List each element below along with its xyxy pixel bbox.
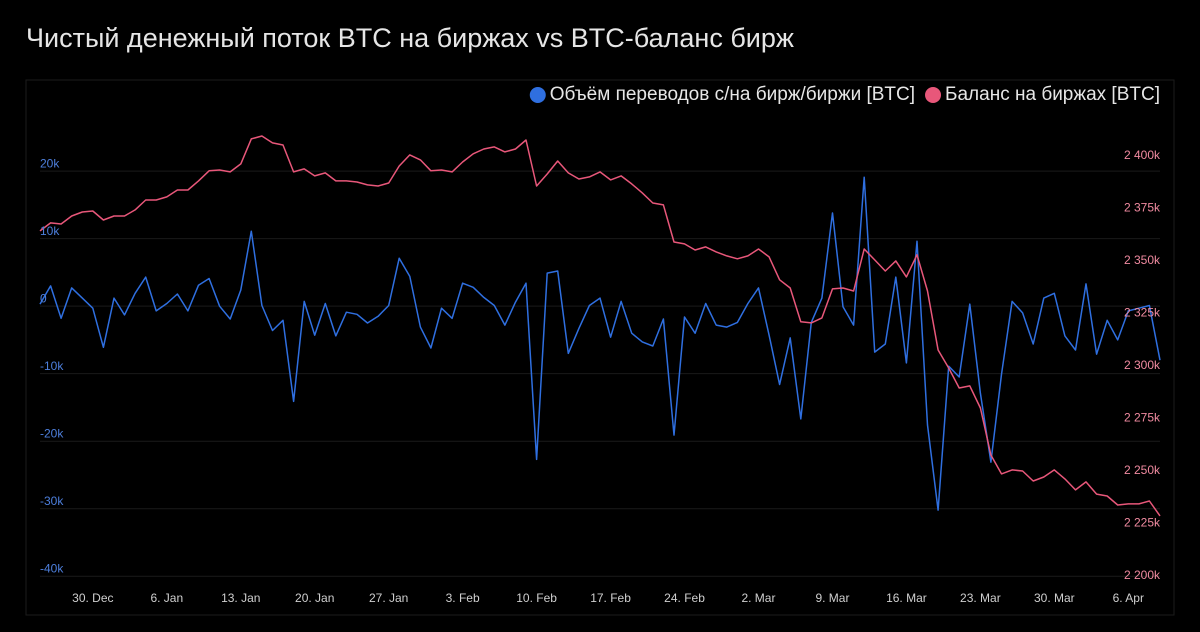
x-tick-label: 27. Jan: [369, 591, 408, 605]
x-tick-label: 30. Dec: [72, 591, 113, 605]
y-tick-label: 0: [40, 291, 47, 305]
legend-marker: [925, 87, 942, 103]
y-tick-label: -20k: [40, 426, 64, 440]
legend-label: Объём переводов с/на бирж/биржи [BTC]: [550, 84, 915, 105]
x-tick-label: 13. Jan: [221, 591, 260, 605]
labels: -40k -30k -20k -10k 0 10k 20k 2 200k 2 225k 2 250…: [40, 148, 1161, 605]
x-tick-label: 6. Apr: [1113, 591, 1144, 605]
y2-tick-label: 2 275k: [1124, 411, 1161, 425]
y2-tick-label: 2 325k: [1124, 306, 1161, 320]
y2-tick-label: 2 400k: [1124, 148, 1161, 162]
x-tick-label: 16. Mar: [886, 591, 927, 605]
lines: [39, 135, 1161, 517]
chart-title: Чистый денежный поток BTC на биржах vs B…: [26, 23, 794, 53]
grid: [40, 155, 1160, 577]
legend-marker: [529, 87, 546, 103]
y2-tick-label: 2 350k: [1124, 253, 1161, 267]
x-tick-label: 23. Mar: [960, 591, 1001, 605]
x-tick-label: 3. Feb: [446, 591, 480, 605]
y2-tick-label: 2 225k: [1124, 516, 1161, 530]
y-tick-label: 10k: [40, 224, 60, 238]
legend: Баланс на биржах [BTC] Объём переводов с/…: [529, 84, 1160, 105]
y2-tick-label: 2 300k: [1124, 358, 1161, 372]
x-tick-label: 6. Jan: [150, 591, 183, 605]
x-tick-label: 10. Feb: [516, 591, 557, 605]
x-tick-label: 24. Feb: [664, 591, 705, 605]
y-tick-label: -30k: [40, 494, 64, 508]
y2-tick-label: 2 375k: [1124, 201, 1161, 215]
legend-label: Баланс на биржах [BTC]: [945, 84, 1160, 105]
x-tick-label: 20. Jan: [295, 591, 334, 605]
series-line: [39, 135, 1161, 517]
x-tick-label: 9. Mar: [815, 591, 849, 605]
y2-tick-label: 2 250k: [1124, 463, 1161, 477]
y-tick-label: 20k: [40, 156, 60, 170]
y-tick-label: -40k: [40, 561, 64, 575]
series-line: [39, 176, 1161, 511]
x-tick-label: 17. Feb: [590, 591, 631, 605]
x-tick-label: 2. Mar: [741, 591, 775, 605]
plot-frame: [25, 79, 1175, 616]
y-tick-label: -10k: [40, 359, 64, 373]
y2-tick-label: 2 200k: [1124, 568, 1161, 582]
x-tick-label: 30. Mar: [1034, 591, 1075, 605]
